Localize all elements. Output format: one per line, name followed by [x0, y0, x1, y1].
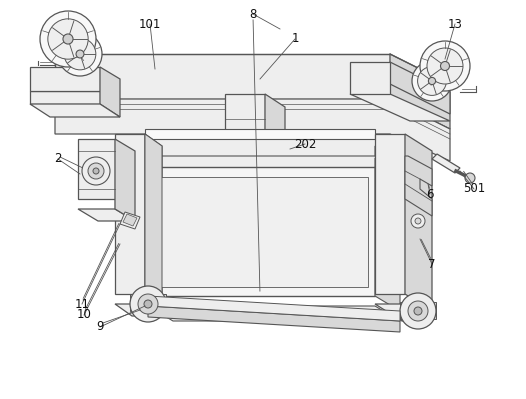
Circle shape [93, 168, 99, 174]
Circle shape [465, 173, 475, 183]
Circle shape [82, 157, 110, 185]
Circle shape [63, 34, 73, 44]
Polygon shape [145, 151, 405, 168]
Text: 9: 9 [96, 320, 104, 334]
Circle shape [400, 293, 436, 329]
Text: 1: 1 [291, 32, 299, 45]
Polygon shape [145, 134, 162, 306]
Circle shape [88, 163, 104, 179]
Circle shape [414, 307, 422, 315]
Polygon shape [148, 306, 400, 321]
Polygon shape [145, 139, 405, 156]
Polygon shape [158, 177, 368, 287]
Circle shape [427, 48, 463, 84]
Circle shape [411, 214, 425, 228]
Polygon shape [145, 164, 405, 181]
Polygon shape [148, 296, 400, 321]
Polygon shape [225, 94, 265, 134]
Circle shape [412, 61, 452, 101]
Circle shape [130, 286, 166, 322]
Polygon shape [100, 67, 120, 117]
Text: 2: 2 [54, 152, 62, 166]
Circle shape [76, 50, 84, 58]
Polygon shape [145, 154, 375, 164]
Polygon shape [265, 94, 285, 147]
Polygon shape [55, 99, 450, 161]
Polygon shape [145, 141, 375, 151]
Polygon shape [148, 167, 375, 296]
Text: 202: 202 [294, 138, 316, 150]
Polygon shape [30, 91, 100, 104]
Circle shape [415, 218, 421, 224]
Polygon shape [115, 134, 145, 294]
Polygon shape [390, 54, 450, 129]
Circle shape [58, 32, 102, 76]
Polygon shape [375, 167, 400, 311]
Polygon shape [375, 158, 405, 184]
Circle shape [144, 300, 152, 308]
Polygon shape [145, 129, 375, 139]
Polygon shape [115, 304, 162, 316]
Polygon shape [123, 214, 137, 226]
Polygon shape [115, 139, 135, 221]
Polygon shape [30, 67, 100, 91]
Circle shape [418, 67, 447, 95]
Polygon shape [130, 294, 166, 311]
Polygon shape [405, 134, 432, 311]
Circle shape [408, 301, 428, 321]
Circle shape [40, 11, 96, 67]
Circle shape [420, 41, 470, 91]
Circle shape [138, 294, 158, 314]
Polygon shape [148, 306, 400, 332]
Circle shape [48, 19, 88, 59]
Polygon shape [55, 54, 390, 99]
Polygon shape [405, 156, 432, 216]
Polygon shape [375, 146, 405, 173]
Text: 101: 101 [139, 18, 161, 30]
Text: 8: 8 [249, 8, 257, 20]
Circle shape [64, 38, 96, 70]
Text: 7: 7 [428, 257, 436, 271]
Text: 6: 6 [426, 188, 434, 201]
Text: 501: 501 [463, 182, 485, 196]
Text: 13: 13 [448, 18, 462, 30]
Circle shape [428, 77, 436, 85]
Polygon shape [432, 154, 460, 173]
Text: 10: 10 [77, 308, 92, 322]
Polygon shape [145, 134, 162, 316]
Polygon shape [78, 209, 135, 221]
Polygon shape [390, 62, 450, 114]
Text: 11: 11 [75, 298, 89, 310]
Polygon shape [400, 302, 436, 319]
Circle shape [440, 61, 450, 71]
Polygon shape [120, 212, 140, 229]
Polygon shape [30, 104, 120, 117]
Polygon shape [350, 62, 390, 94]
Polygon shape [225, 144, 285, 157]
Polygon shape [375, 134, 405, 294]
Polygon shape [350, 94, 450, 121]
Polygon shape [375, 174, 405, 197]
Polygon shape [78, 139, 115, 199]
Polygon shape [375, 304, 432, 321]
